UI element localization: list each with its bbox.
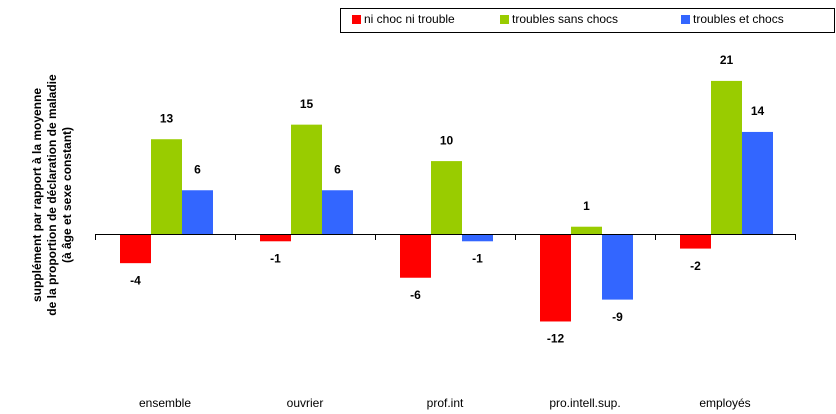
bar (120, 234, 151, 264)
x-tick-label: employés (699, 396, 750, 410)
bar (680, 234, 711, 249)
y-label-line: supplément par rapport à la moyenne (30, 88, 44, 302)
legend-swatch (681, 15, 690, 24)
legend-box (340, 8, 835, 33)
value-label: -12 (547, 332, 565, 346)
bar (540, 234, 571, 322)
bar (151, 139, 182, 234)
bar (742, 131, 773, 234)
value-label: -4 (130, 273, 141, 287)
value-label: -1 (472, 251, 483, 265)
x-tick-label: ensemble (139, 396, 191, 410)
legend-label: ni choc ni trouble (364, 12, 455, 26)
x-tick-label: pro.intell.sup. (549, 396, 620, 410)
bar (182, 190, 213, 234)
value-label: 14 (751, 104, 765, 118)
value-label: -2 (690, 259, 701, 273)
value-label: -6 (410, 288, 421, 302)
bar (602, 234, 633, 300)
legend-swatch (352, 15, 361, 24)
bar (571, 226, 602, 234)
legend-swatch (500, 15, 509, 24)
value-label: 21 (720, 53, 734, 67)
x-tick-label: prof.int (427, 396, 464, 410)
bar (291, 124, 322, 234)
value-label: 13 (160, 111, 174, 125)
value-label: 10 (440, 133, 454, 147)
bar (431, 161, 462, 234)
x-tick-label: ouvrier (287, 396, 324, 410)
value-label: -1 (270, 251, 281, 265)
bar (322, 190, 353, 234)
value-label: 15 (300, 97, 314, 111)
bar (462, 234, 493, 242)
value-label: -9 (612, 310, 623, 324)
y-label-line: (à âge et sexe constant) (60, 127, 74, 263)
bar (400, 234, 431, 278)
legend-label: troubles sans chocs (512, 12, 618, 26)
legend-label: troubles et chocs (693, 12, 784, 26)
bar (711, 80, 742, 234)
value-label: 1 (583, 199, 590, 213)
y-label-line: de la proportion de déclaration de malad… (45, 74, 59, 316)
value-label: 6 (194, 162, 201, 176)
bar (260, 234, 291, 242)
y-label: supplément par rapport à la moyenne de l… (30, 74, 74, 316)
value-label: 6 (334, 162, 341, 176)
